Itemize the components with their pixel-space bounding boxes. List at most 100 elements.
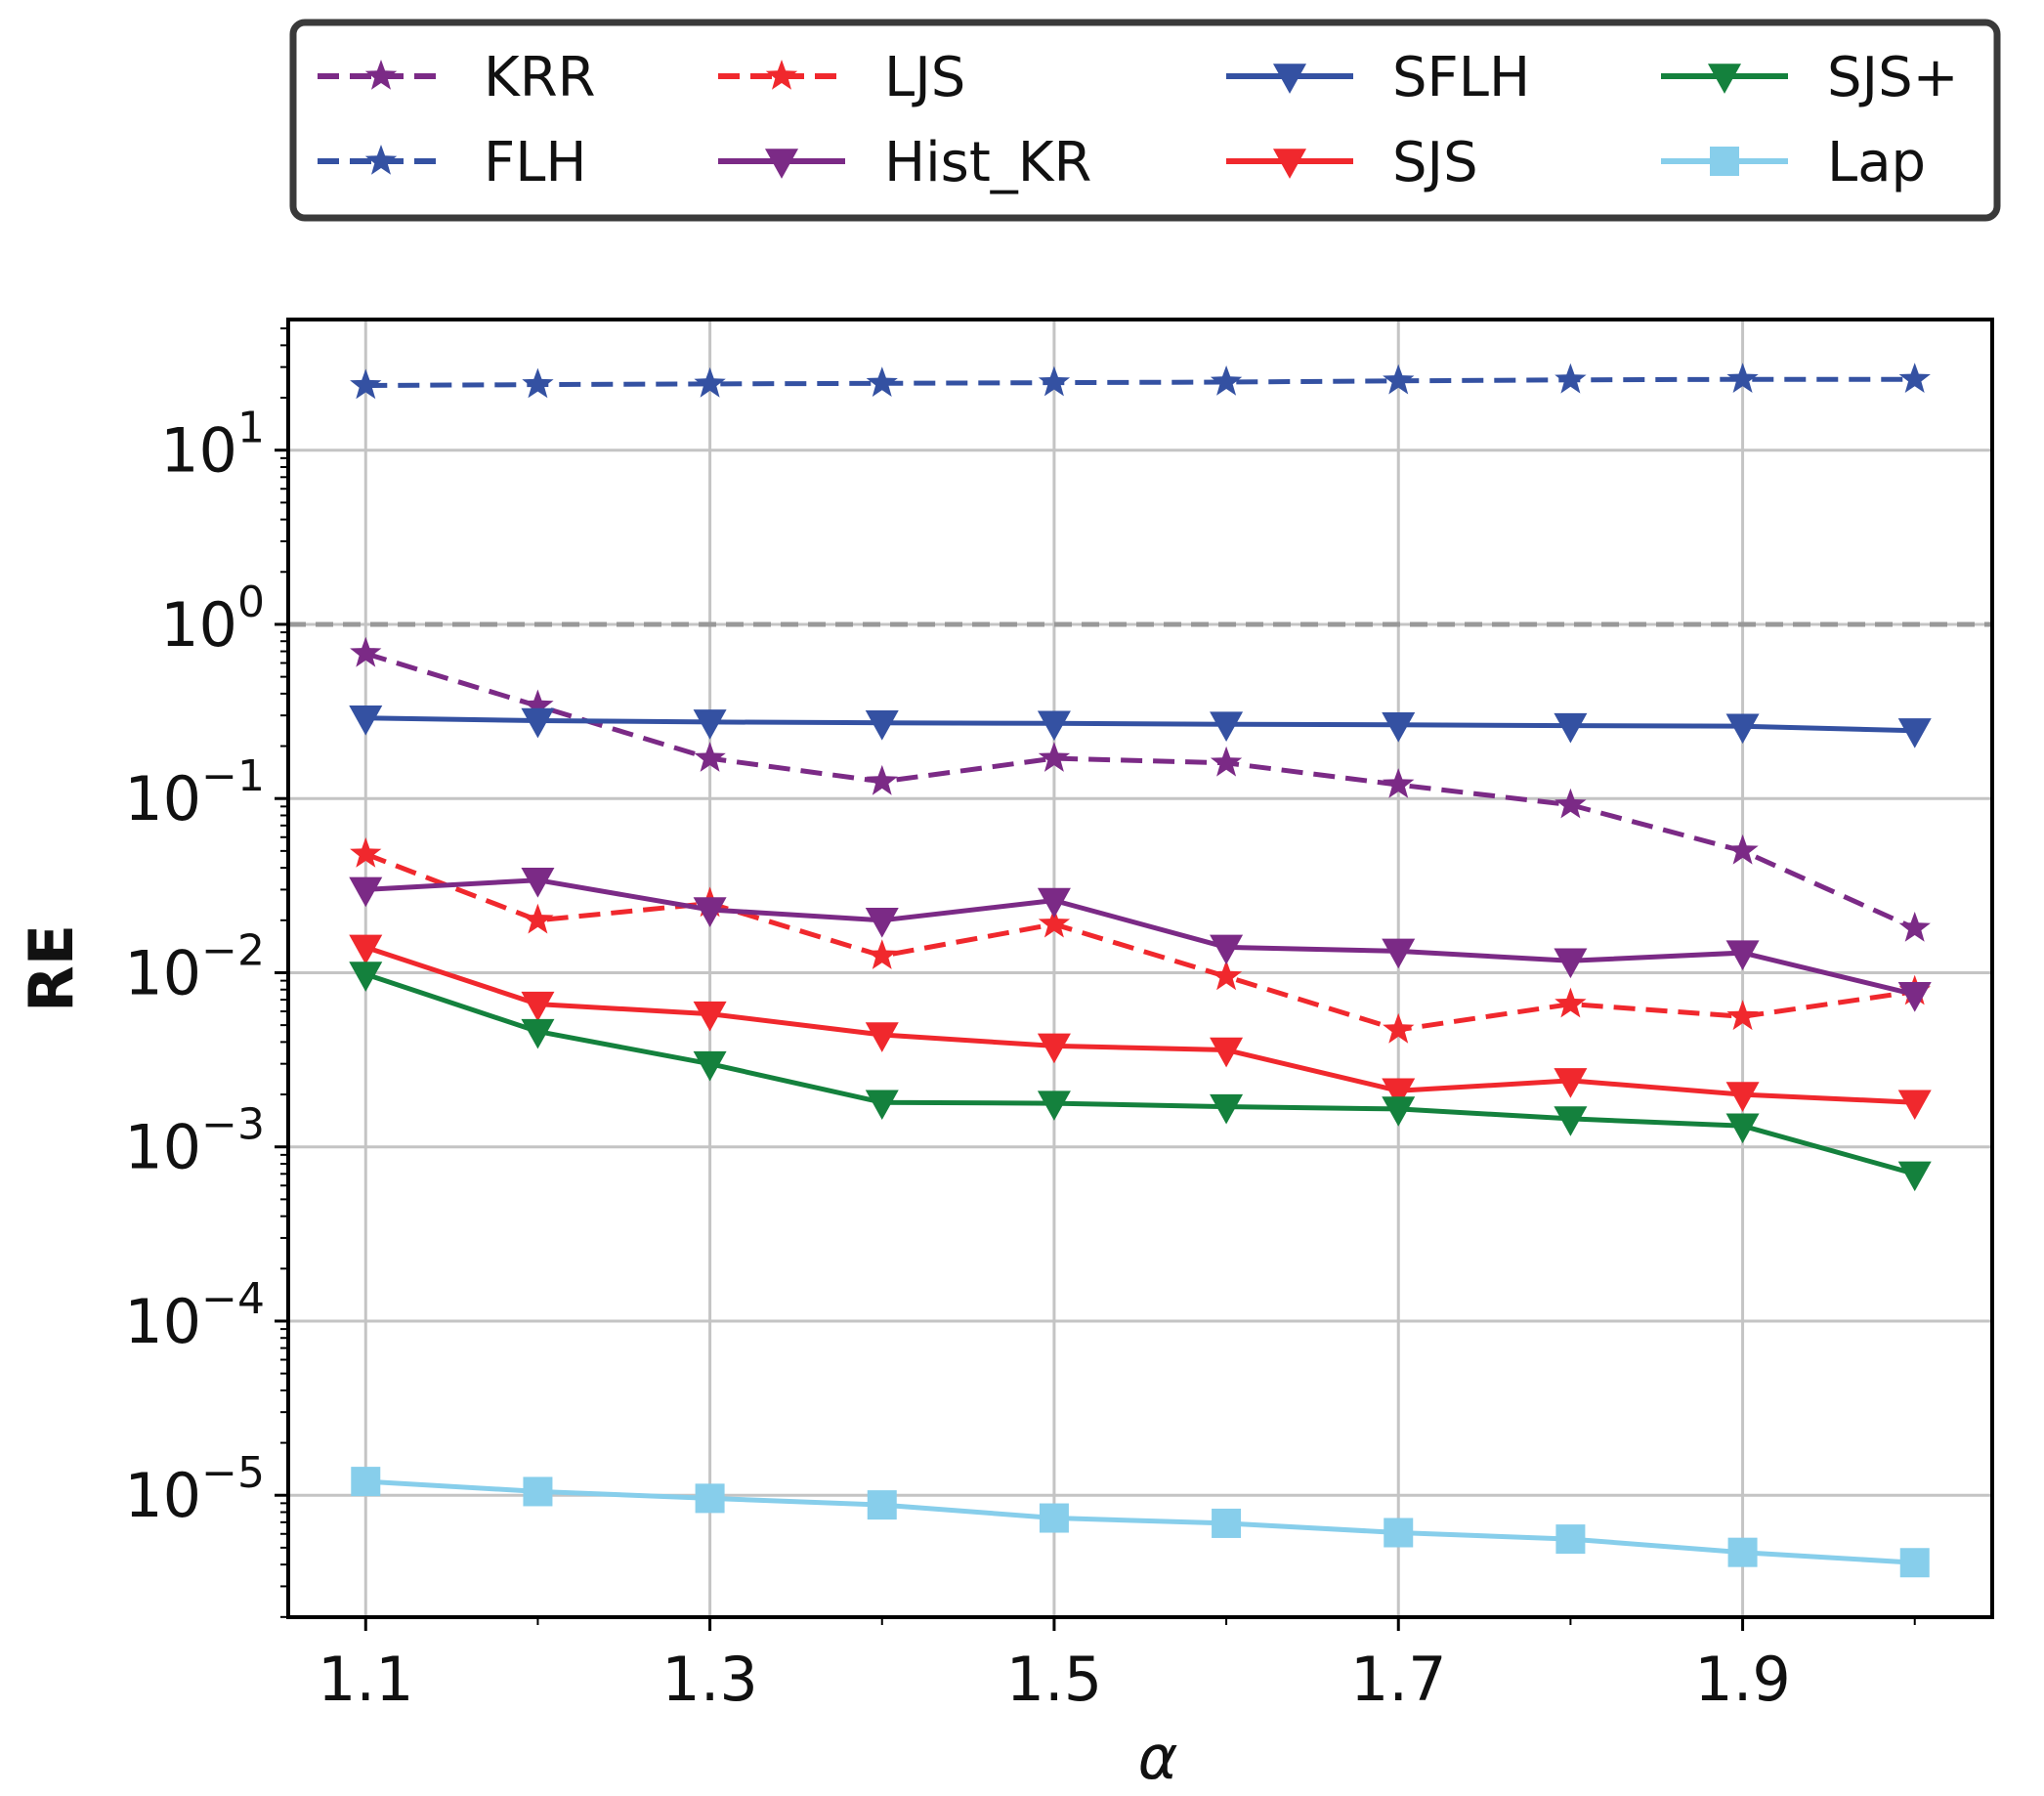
y-tick-label: 10−4	[124, 1274, 265, 1357]
point-lap-1.4	[867, 1490, 897, 1520]
point-sflh-2	[1897, 718, 1932, 748]
point-ljs-1.7	[1383, 1012, 1415, 1044]
point-sjs-1.2	[521, 991, 555, 1022]
series-line-krr	[364, 651, 1916, 931]
point-lap-1.2	[523, 1476, 553, 1507]
point-lap-1.7	[1384, 1518, 1414, 1548]
point-sjs-1.3	[693, 1001, 727, 1032]
point-sflh-1.4	[865, 709, 899, 741]
series-line-lap	[365, 1478, 1915, 1565]
legend-entry-sjs: SJS+	[1661, 46, 1959, 109]
x-tick-label: 1.1	[318, 1644, 414, 1715]
point-flh-1.3	[694, 366, 726, 398]
y-tick-label: 100	[160, 577, 265, 661]
legend-frame	[289, 19, 2001, 222]
point-krr-1.4	[866, 764, 898, 795]
legend: KRR FLH LJS Hist_KR SFLH SJS SJS+ Lap	[289, 19, 2001, 222]
point-sjs-1.2	[521, 1018, 555, 1049]
legend-label-ljs: LJS	[884, 46, 965, 109]
point-sflh-1.1	[349, 706, 383, 736]
y-tick-label: 10−3	[124, 1100, 265, 1183]
point-lap-1.5	[1039, 1503, 1069, 1533]
series-line-flh	[365, 376, 1915, 388]
x-tick-label: 1.3	[661, 1644, 758, 1715]
legend-entry-ljs: LJS	[718, 46, 965, 109]
point-flh-1.2	[522, 367, 554, 399]
plot-frame	[286, 318, 1994, 1619]
point-flh-2	[1898, 363, 1931, 393]
legend-label-flh: FLH	[484, 131, 587, 194]
point-krr-1.6	[1210, 746, 1243, 777]
point-flh-1.4	[866, 366, 898, 397]
y-tick-label: 101	[160, 404, 265, 487]
legend-label-sjs: SJS	[1392, 131, 1478, 194]
point-sjs-1.4	[865, 1022, 899, 1052]
point-flh-1.8	[1554, 363, 1587, 394]
point-lap-2	[1899, 1548, 1930, 1578]
legend-label-sflh: SFLH	[1392, 46, 1530, 109]
point-ljs-1.8	[1554, 987, 1587, 1018]
point-sjs-1.6	[1210, 1093, 1244, 1125]
y-tick-label: 10−2	[124, 925, 265, 1008]
point-krr-1.9	[1726, 834, 1759, 865]
point-sflh-1.7	[1382, 712, 1416, 743]
series-line-sjs	[364, 971, 1916, 1176]
legend-label-lap: Lap	[1827, 131, 1926, 194]
legend-entry-flh: FLH	[318, 131, 587, 194]
legend-marker-krr	[364, 60, 398, 90]
point-flh-1.1	[350, 368, 382, 400]
point-sjs-1.8	[1554, 1106, 1588, 1136]
point-hist-kr-1.3	[693, 897, 727, 927]
legend-entry-krr: KRR	[318, 46, 596, 109]
point-sflh-1.5	[1037, 710, 1071, 742]
x-tick-label: 1.9	[1694, 1644, 1791, 1715]
point-hist-kr-1.8	[1554, 948, 1588, 979]
legend-entry-sjs: SJS	[1226, 131, 1478, 194]
point-sflh-1.3	[693, 709, 727, 740]
point-krr-1.7	[1383, 768, 1415, 798]
point-sjs-1.3	[693, 1050, 727, 1082]
legend-marker-flh	[364, 145, 398, 175]
point-lap-1.8	[1555, 1524, 1586, 1555]
point-ljs-1.6	[1210, 960, 1243, 991]
point-sjs-1.1	[349, 934, 383, 965]
point-lap-1.6	[1212, 1508, 1242, 1538]
point-hist-kr-1.4	[865, 908, 899, 938]
series-line-sjs	[364, 945, 1915, 1105]
legend-entry-lap: Lap	[1661, 131, 1926, 194]
point-sjs-1.4	[865, 1090, 899, 1121]
point-flh-1.7	[1383, 363, 1415, 395]
point-flh-1.6	[1210, 365, 1243, 396]
point-hist-kr-2	[1897, 981, 1932, 1012]
point-sjs-1.1	[349, 962, 383, 992]
point-flh-1.5	[1038, 365, 1071, 397]
legend-entry-sflh: SFLH	[1226, 46, 1530, 109]
point-ljs-1.2	[522, 903, 554, 934]
legend-marker-sjs	[1708, 64, 1741, 94]
point-ljs-1.1	[350, 837, 382, 868]
x-tick-label: 1.7	[1350, 1644, 1447, 1715]
point-krr-1.5	[1038, 742, 1071, 772]
point-sjs-1.9	[1725, 1113, 1760, 1144]
point-krr-1.2	[522, 689, 554, 720]
legend-marker-lap	[1710, 147, 1739, 176]
legend-label-sjs: SJS+	[1827, 46, 1959, 109]
point-sjs-1.5	[1037, 1090, 1071, 1121]
legend-marker-ljs	[765, 60, 798, 90]
point-hist-kr-1.9	[1725, 940, 1760, 970]
legend-marker-hist-kr	[765, 149, 798, 179]
point-sflh-1.9	[1725, 713, 1760, 745]
point-lap-1.3	[695, 1483, 725, 1514]
point-sjs-1.7	[1382, 1078, 1416, 1109]
y-tick-label: 10−1	[124, 751, 265, 834]
point-sjs-1.6	[1210, 1037, 1244, 1068]
point-hist-kr-1.7	[1382, 938, 1416, 969]
point-sjs-1.9	[1725, 1082, 1760, 1112]
legend-entry-hist-kr: Hist_KR	[718, 131, 1091, 194]
point-ljs-1.5	[1038, 907, 1071, 938]
point-lap-1.1	[351, 1467, 381, 1497]
point-sjs-1.7	[1382, 1096, 1416, 1127]
point-krr-1.8	[1554, 788, 1587, 819]
point-krr-2	[1898, 912, 1931, 942]
point-sflh-1.8	[1554, 712, 1588, 744]
